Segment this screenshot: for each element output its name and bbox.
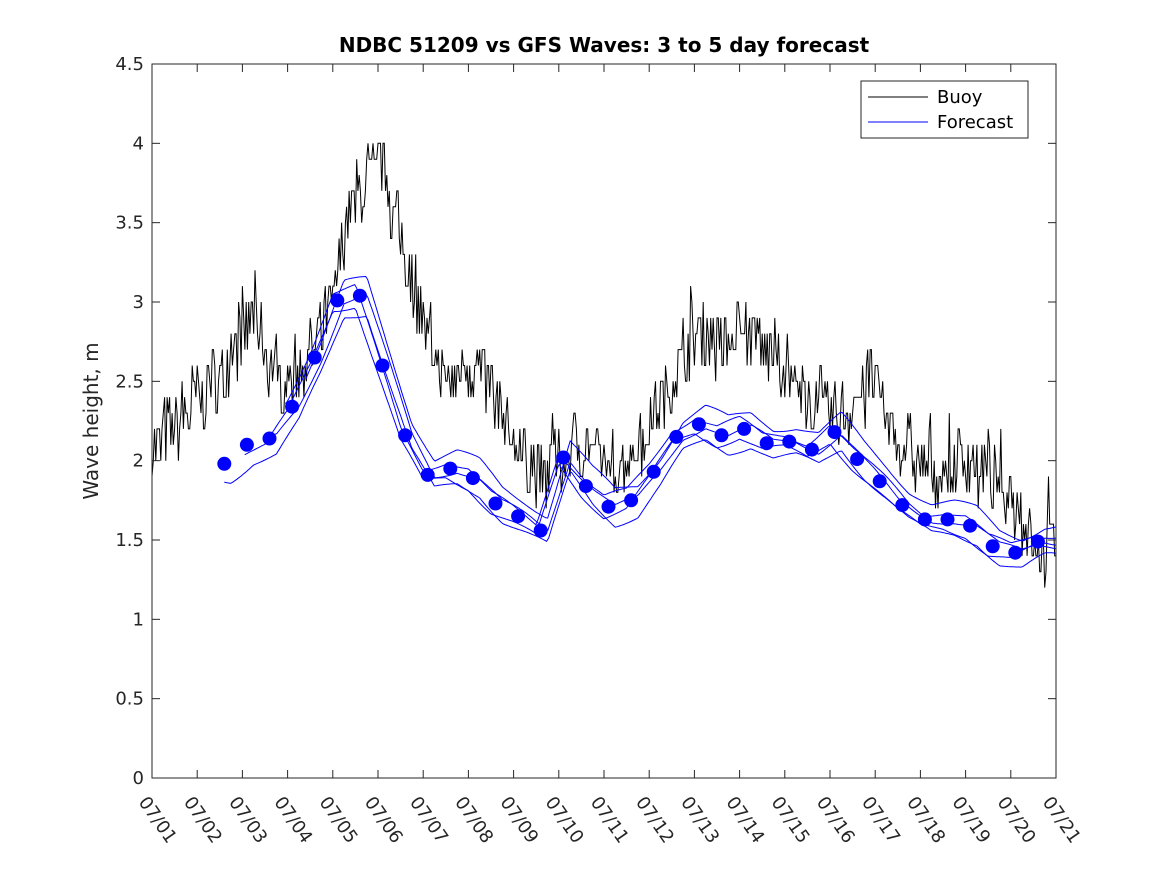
- forecast-point: [646, 464, 661, 479]
- forecast-point: [330, 293, 345, 308]
- legend-box: [860, 80, 1029, 139]
- forecast-point: [917, 512, 932, 527]
- forecast-point: [827, 425, 842, 440]
- forecast-point: [963, 518, 978, 533]
- forecast-point: [985, 539, 1000, 554]
- forecast-series-line: [305, 275, 1057, 542]
- y-tick-label: 0: [133, 768, 144, 789]
- y-tick-label: 0.5: [115, 689, 144, 710]
- forecast-point: [782, 434, 797, 449]
- forecast-point: [488, 496, 503, 511]
- y-tick-label: 4.5: [115, 54, 144, 75]
- forecast-point: [895, 498, 910, 513]
- y-tick-label: 3.5: [115, 213, 144, 234]
- forecast-point: [601, 499, 616, 514]
- forecast-point: [759, 436, 774, 451]
- buoy-series-line: [151, 142, 1056, 588]
- forecast-point: [398, 428, 413, 443]
- forecast-point: [1030, 534, 1045, 549]
- forecast-point: [285, 399, 300, 414]
- forecast-point: [533, 523, 548, 538]
- legend-buoy-label: Buoy: [937, 87, 983, 108]
- forecast-point: [443, 461, 458, 476]
- forecast-point: [691, 417, 706, 432]
- forecast-point: [556, 450, 571, 465]
- forecast-point: [578, 479, 593, 494]
- y-tick-label: 4: [133, 133, 144, 154]
- y-tick-label: 3: [133, 292, 144, 313]
- legend-forecast-label: Forecast: [937, 112, 1013, 133]
- y-tick-label: 1.5: [115, 530, 144, 551]
- forecast-point: [262, 431, 277, 446]
- forecast-point: [217, 456, 232, 471]
- forecast-points-layer: [217, 288, 1045, 560]
- forecast-point: [239, 437, 254, 452]
- y-axis-label: Wave height, m: [79, 342, 103, 499]
- forecast-point: [375, 358, 390, 373]
- forecast-point: [737, 421, 752, 436]
- forecast-point: [624, 493, 639, 508]
- y-tick-label: 1: [133, 609, 144, 630]
- legend: Buoy Forecast: [860, 80, 1029, 139]
- forecast-point: [669, 429, 684, 444]
- forecast-point: [1008, 545, 1023, 560]
- forecast-point: [420, 467, 435, 482]
- forecast-point: [307, 350, 322, 365]
- forecast-point: [850, 452, 865, 467]
- forecast-point: [940, 512, 955, 527]
- forecast-point: [511, 509, 526, 524]
- y-tick-label: 2.5: [115, 371, 144, 392]
- forecast-point: [872, 474, 887, 489]
- plot-area: [152, 64, 1056, 778]
- forecast-point: [352, 288, 367, 303]
- forecast-point: [465, 471, 480, 486]
- forecast-point: [804, 442, 819, 457]
- forecast-point: [714, 428, 729, 443]
- chart-title: NDBC 51209 vs GFS Waves: 3 to 5 day fore…: [339, 33, 870, 57]
- y-tick-label: 2: [133, 451, 144, 472]
- y-axis: 0 0.5 1 1.5 2 2.5 3 3.5 4 4.5: [115, 54, 1056, 789]
